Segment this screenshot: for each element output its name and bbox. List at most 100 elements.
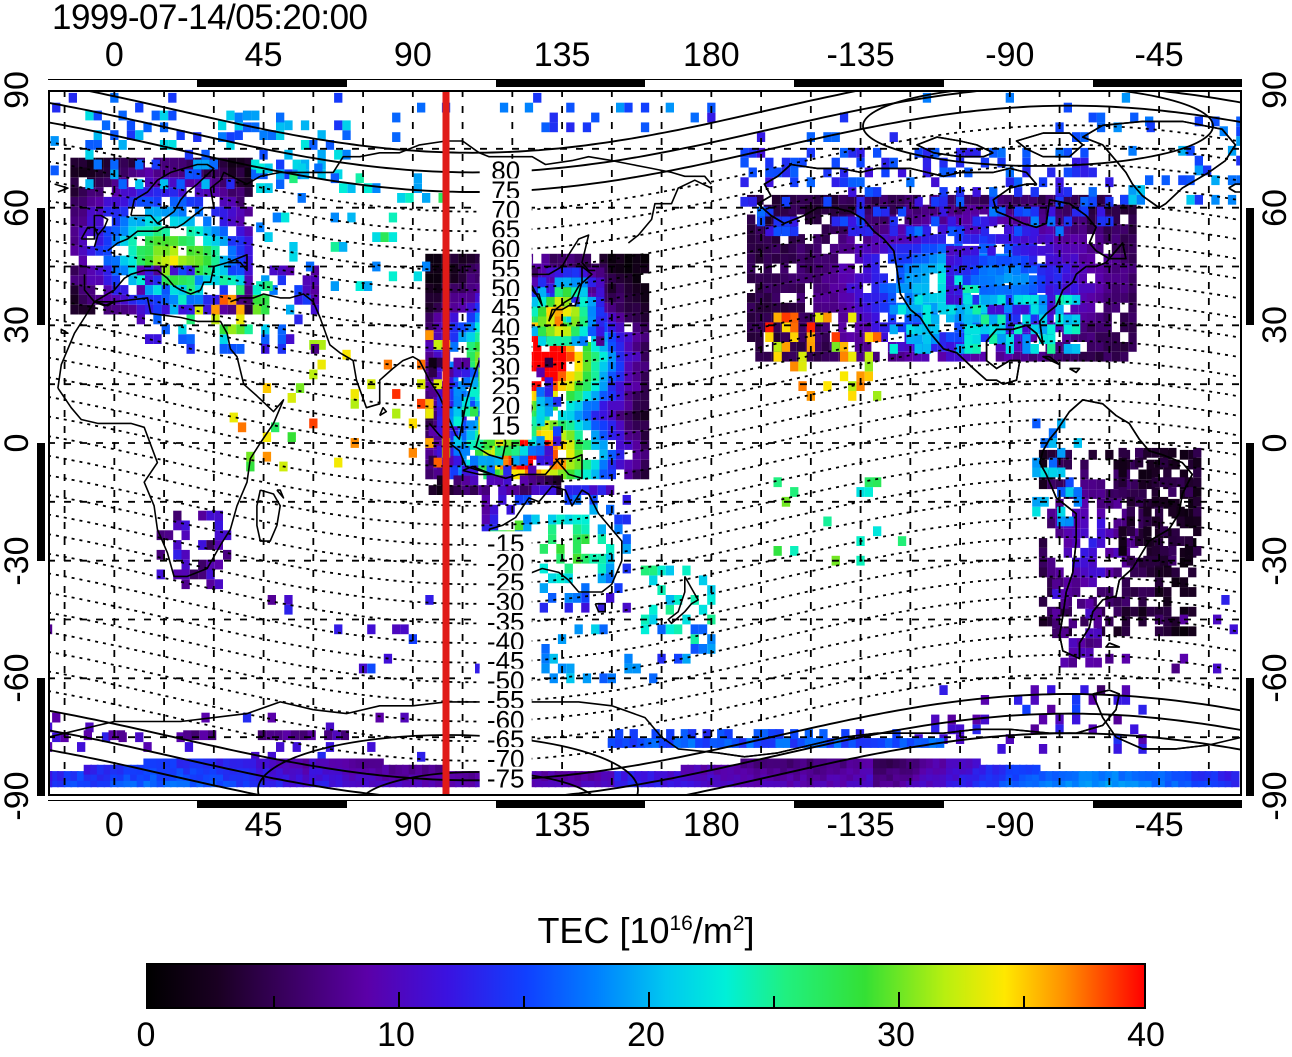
colorbar-title-main: TEC [10: [537, 910, 670, 951]
tec-cell: [579, 336, 588, 346]
tec-cell: [1022, 157, 1031, 168]
tec-cell: [912, 351, 922, 362]
tec-cell: [972, 777, 981, 788]
tec-cell: [130, 777, 139, 788]
tec-cell: [1113, 626, 1122, 637]
tec-cell: [724, 738, 733, 748]
tec-cell: [937, 243, 946, 254]
tec-cell: [1168, 477, 1177, 488]
tec-cell: [680, 738, 689, 748]
map-plot-area[interactable]: 80 75 70 65 60 55 50 45 40 35 30 25 20 15 -15 -20 -25 -30…: [48, 90, 1242, 796]
tec-cell: [1032, 764, 1041, 775]
tec-cell: [78, 196, 87, 207]
tec-cell: [622, 738, 631, 748]
tec-cell: [367, 624, 376, 635]
tec-cell: [1179, 626, 1189, 637]
tec-cell: [276, 777, 285, 788]
tec-cell: [1111, 332, 1121, 342]
tec-cell: [342, 349, 351, 360]
tec-cell: [640, 102, 650, 113]
tec-cell: [1159, 555, 1169, 566]
tec-cell: [87, 226, 96, 237]
tec-cell: [796, 312, 805, 323]
tec-cell: [599, 381, 608, 391]
colorbar[interactable]: [146, 963, 1146, 1009]
tec-cell: [536, 416, 545, 427]
tec-cell: [771, 293, 781, 303]
tec-cell: [1130, 587, 1139, 597]
tec-cell: [587, 306, 597, 317]
tec-cell: [1019, 764, 1028, 775]
tec-cell: [1198, 771, 1207, 781]
tec-cell: [838, 312, 847, 323]
tec-cell: [466, 312, 475, 323]
tec-cell: [1038, 177, 1048, 188]
tec-cell: [624, 351, 633, 362]
tec-cell: [1030, 724, 1039, 735]
tec-cell: [813, 263, 822, 274]
tec-cell: [932, 758, 941, 769]
tec-cell: [153, 187, 162, 197]
tec-cell: [1014, 177, 1023, 188]
tec-cell: [954, 322, 963, 333]
tec-cell: [889, 344, 898, 354]
tec-cell: [1072, 771, 1081, 781]
tec-cell: [562, 287, 572, 297]
tec-cell: [388, 271, 398, 282]
tec-cell: [796, 302, 805, 313]
tec-cell: [1113, 734, 1122, 744]
tec-cell: [1012, 332, 1021, 342]
tec-cell: [549, 391, 558, 401]
tec-cell: [1179, 557, 1189, 568]
tec-cell: [287, 432, 296, 442]
tec-cell: [70, 236, 79, 246]
tec-cell: [599, 371, 608, 382]
tec-cell: [1184, 546, 1194, 556]
tec-cell: [1070, 224, 1079, 235]
tec-cell: [747, 302, 756, 313]
tec-cell: [1138, 777, 1147, 788]
tec-cell: [1128, 283, 1137, 293]
tec-cell: [178, 206, 187, 217]
tec-cell: [766, 777, 776, 788]
tec-cell: [954, 351, 963, 362]
tec-cell: [667, 771, 676, 781]
tec-cell: [1078, 283, 1087, 293]
tec-cell: [216, 758, 225, 769]
tec-cell: [1095, 263, 1104, 274]
tec-cell: [533, 381, 542, 391]
tec-cell: [436, 485, 446, 495]
tec-cell: [284, 595, 293, 605]
tec-cell: [382, 777, 391, 788]
tec-cell: [1078, 322, 1087, 333]
tec-cell: [289, 764, 298, 775]
tec-cell: [261, 275, 270, 286]
tec-cell: [906, 226, 915, 237]
tec-cell: [632, 400, 641, 411]
tec-cell: [1004, 204, 1013, 215]
tec-cell: [300, 169, 310, 180]
tec-cell: [1120, 342, 1129, 352]
tec-cell: [475, 342, 484, 352]
tec-cell: [203, 777, 212, 788]
tec-cell: [765, 332, 774, 342]
tec-cell: [422, 777, 431, 788]
tec-cell: [557, 420, 567, 431]
tec-cell: [987, 275, 996, 286]
tec-cell: [813, 273, 822, 284]
tec-cell: [771, 283, 781, 293]
lon-tick-top-135: 135: [533, 36, 591, 74]
tec-cell: [203, 245, 212, 256]
tec-cell: [896, 224, 905, 235]
geomag-contour-5: [48, 379, 1242, 468]
tec-cell: [1055, 498, 1064, 509]
tec-cell: [954, 273, 963, 284]
tec-cell: [120, 265, 129, 276]
tec-cell: [322, 771, 331, 781]
tec-cell: [954, 265, 963, 276]
tec-cell: [1028, 351, 1038, 362]
tec-cell: [805, 351, 814, 362]
tec-cell: [790, 738, 799, 748]
tec-cell: [234, 130, 243, 140]
tec-cell: [347, 183, 356, 193]
